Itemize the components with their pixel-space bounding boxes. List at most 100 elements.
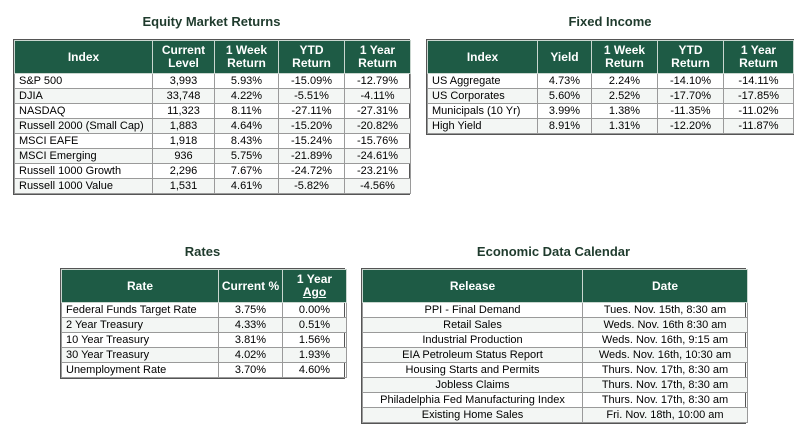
calendar-row: Housing Starts and Permits Thurs. Nov. 17…: [362, 362, 748, 378]
equity-section: Equity Market Returns Index Current Leve…: [13, 13, 411, 195]
calendar-row-cell: Thurs. Nov. 17th, 8:30 am: [582, 392, 748, 408]
equity-row-cell: 33,748: [152, 88, 215, 104]
equity-row-cell: -24.72%: [278, 163, 345, 179]
calendar-row-cell: Housing Starts and Permits: [362, 362, 583, 378]
fixed-income-row-cell: -11.35%: [657, 103, 724, 119]
fixed-income-row-cell: 3.99%: [537, 103, 592, 119]
equity-row-cell: DJIA: [14, 88, 153, 104]
equity-row-cell: 11,323: [152, 103, 215, 119]
equity-row-cell: -15.24%: [278, 133, 345, 149]
fixed-header-1-year-return: 1 Year Return: [723, 40, 794, 74]
rates-row-cell: 3.81%: [218, 332, 283, 348]
calendar-table: Release Date PPI - Final Demand Tues. Nov…: [362, 269, 748, 423]
equity-row-cell: MSCI Emerging: [14, 148, 153, 164]
fixed-income-row-cell: -17.85%: [723, 88, 794, 104]
fixed-income-row: High Yield 8.91% 1.31% -12.20% -11.87%: [427, 118, 794, 134]
equity-row-cell: 936: [152, 148, 215, 164]
equity-row-cell: -21.89%: [278, 148, 345, 164]
rates-row-cell: 1.56%: [282, 332, 347, 348]
calendar-row-cell: EIA Petroleum Status Report: [362, 347, 583, 363]
fixed-income-table-frame: Index Yield 1 Week Return YTD Return 1 Y…: [426, 39, 794, 135]
equity-row-cell: -24.61%: [344, 148, 411, 164]
equity-row-cell: 8.11%: [214, 103, 279, 119]
equity-header-ytd-return: YTD Return: [278, 40, 345, 74]
calendar-table-frame: Release Date PPI - Final Demand Tues. Nov…: [361, 268, 748, 424]
equity-row-cell: -5.82%: [278, 178, 345, 194]
equity-row-cell: 4.22%: [214, 88, 279, 104]
rates-header-1-year-label: 1 Year: [296, 272, 333, 286]
equity-row-cell: -27.31%: [344, 103, 411, 119]
calendar-row: Philadelphia Fed Manufacturing Index Thur…: [362, 392, 748, 408]
rates-row: 10 Year Treasury 3.81% 1.56%: [61, 332, 347, 348]
equity-table-frame: Index Current Level 1 Week Return YTD Re…: [13, 39, 411, 195]
rates-row-cell: 3.75%: [218, 302, 283, 318]
calendar-header-date: Date: [582, 269, 748, 303]
equity-row-cell: Russell 2000 (Small Cap): [14, 118, 153, 134]
fixed-income-row-cell: 5.60%: [537, 88, 592, 104]
equity-row-cell: 4.61%: [214, 178, 279, 194]
equity-title: Equity Market Returns: [142, 14, 281, 29]
calendar-row-cell: PPI - Final Demand: [362, 302, 583, 318]
calendar-title: Economic Data Calendar: [476, 244, 631, 259]
calendar-row-cell: Weds. Nov. 16th, 9:15 am: [582, 332, 748, 348]
equity-row-cell: Russell 1000 Growth: [14, 163, 153, 179]
rates-table: Rate Current % 1 Year Ago Federal Funds …: [61, 269, 347, 378]
equity-row-cell: 3,993: [152, 73, 215, 89]
equity-header-index: Index: [14, 40, 153, 74]
equity-row: Russell 1000 Value 1,531 4.61% -5.82% -4.56%: [14, 178, 411, 194]
fixed-income-row: US Corporates 5.60% 2.52% -17.70% -17.85%: [427, 88, 794, 104]
rates-title: Rates: [184, 244, 221, 259]
equity-row-cell: -4.56%: [344, 178, 411, 194]
rates-row-cell: 10 Year Treasury: [61, 332, 219, 348]
equity-row-cell: -20.82%: [344, 118, 411, 134]
equity-header-current-level: Current Level: [152, 40, 215, 74]
equity-row: DJIA 33,748 4.22% -5.51% -4.11%: [14, 88, 411, 104]
fixed-income-row-cell: -14.11%: [723, 73, 794, 89]
fixed-income-row-cell: -14.10%: [657, 73, 724, 89]
rates-table-frame: Rate Current % 1 Year Ago Federal Funds …: [60, 268, 347, 379]
calendar-row: EIA Petroleum Status Report Weds. Nov. 16…: [362, 347, 748, 363]
calendar-header-release: Release: [362, 269, 583, 303]
fixed-income-row-cell: 1.38%: [591, 103, 658, 119]
rates-row: Unemployment Rate 3.70% 4.60%: [61, 362, 347, 378]
equity-header-1-year-return: 1 Year Return: [344, 40, 411, 74]
fixed-income-row-cell: 2.24%: [591, 73, 658, 89]
equity-row-cell: -5.51%: [278, 88, 345, 104]
equity-row: NASDAQ 11,323 8.11% -27.11% -27.31%: [14, 103, 411, 119]
fixed-header-ytd-return: YTD Return: [657, 40, 724, 74]
equity-table: Index Current Level 1 Week Return YTD Re…: [14, 40, 411, 194]
fixed-income-row-cell: 4.73%: [537, 73, 592, 89]
equity-row: S&P 500 3,993 5.93% -15.09% -12.79%: [14, 73, 411, 89]
fixed-income-row: Municipals (10 Yr) 3.99% 1.38% -11.35% -11.0…: [427, 103, 794, 119]
equity-row-cell: 1,531: [152, 178, 215, 194]
fixed-income-row: US Aggregate 4.73% 2.24% -14.10% -14.11%: [427, 73, 794, 89]
calendar-row-cell: Fri. Nov. 18th, 10:00 am: [582, 407, 748, 423]
fixed-income-row-cell: High Yield: [427, 118, 538, 134]
fixed-header-1-week-return: 1 Week Return: [591, 40, 658, 74]
equity-row-cell: 7.67%: [214, 163, 279, 179]
equity-row-cell: 4.64%: [214, 118, 279, 134]
equity-row-cell: -15.20%: [278, 118, 345, 134]
equity-row-cell: MSCI EAFE: [14, 133, 153, 149]
rates-header-ago-label: Ago: [302, 285, 327, 299]
rates-header-rate: Rate: [61, 269, 219, 303]
rates-section: Rates Rate Current % 1 Year Ago Federal …: [60, 243, 347, 379]
calendar-row-cell: Weds. Nov. 16th, 10:30 am: [582, 347, 748, 363]
rates-row-cell: 2 Year Treasury: [61, 317, 219, 333]
equity-row-cell: S&P 500: [14, 73, 153, 89]
calendar-row-cell: Retail Sales: [362, 317, 583, 333]
calendar-row-cell: Industrial Production: [362, 332, 583, 348]
equity-row-cell: Russell 1000 Value: [14, 178, 153, 194]
fixed-income-table: Index Yield 1 Week Return YTD Return 1 Y…: [427, 40, 794, 134]
calendar-row-cell: Thurs. Nov. 17th, 8:30 am: [582, 377, 748, 393]
rates-row: 2 Year Treasury 4.33% 0.51%: [61, 317, 347, 333]
rates-row-cell: 4.02%: [218, 347, 283, 363]
rates-row-cell: Unemployment Rate: [61, 362, 219, 378]
equity-row-cell: 5.75%: [214, 148, 279, 164]
rates-row-cell: 30 Year Treasury: [61, 347, 219, 363]
rates-row-cell: 4.33%: [218, 317, 283, 333]
calendar-row: Retail Sales Weds. Nov. 16th 8:30 am: [362, 317, 748, 333]
calendar-section: Economic Data Calendar Release Date PPI …: [361, 243, 748, 424]
fixed-header-index: Index: [427, 40, 538, 74]
calendar-row: Existing Home Sales Fri. Nov. 18th, 10:00…: [362, 407, 748, 423]
